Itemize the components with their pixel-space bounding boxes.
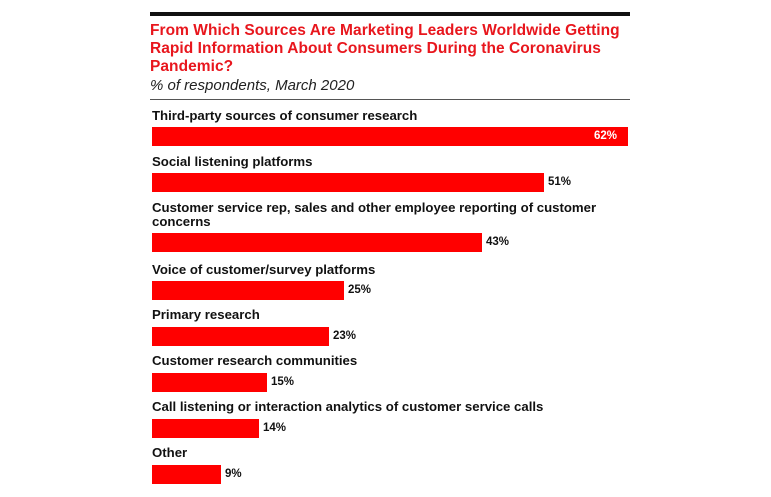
bar [152,127,628,146]
category-label: Other [152,445,188,460]
value-label: 14% [263,422,287,434]
value-label: 51% [548,176,572,188]
category-label: Third-party sources of consumer research [152,108,418,123]
chart-subtitle: % of respondents, March 2020 [150,77,355,94]
value-label: 23% [333,330,357,342]
category-label: Customer service rep, sales and other em… [152,200,597,229]
value-label: 15% [271,376,295,388]
chart-header: From Which Sources Are Marketing Leaders… [150,12,630,100]
bar [152,327,329,346]
value-label: 62% [594,130,618,142]
bar [152,281,344,300]
bar-chart: Third-party sources of consumer research… [150,0,630,497]
subtitle-rule [150,99,630,100]
bar [152,465,221,484]
bar [152,419,259,438]
bar [152,173,544,192]
category-label: Primary research [152,307,260,322]
chart-title: From Which Sources Are Marketing Leaders… [150,22,620,75]
top-rule [150,12,630,16]
category-label: Call listening or interaction analytics … [152,399,544,414]
category-label: Voice of customer/survey platforms [152,262,376,277]
category-label: Customer research communities [152,353,358,368]
value-label: 43% [486,236,510,248]
value-label: 25% [348,284,372,296]
bar [152,373,267,392]
bar [152,233,482,252]
category-label: Social listening platforms [152,154,313,169]
value-label: 9% [225,468,242,480]
